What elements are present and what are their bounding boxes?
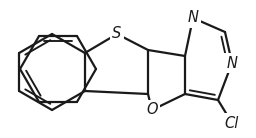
Text: N: N [187, 10, 198, 26]
Text: S: S [112, 26, 122, 42]
Text: O: O [146, 103, 158, 117]
Text: Cl: Cl [225, 116, 239, 131]
Text: N: N [227, 55, 238, 71]
